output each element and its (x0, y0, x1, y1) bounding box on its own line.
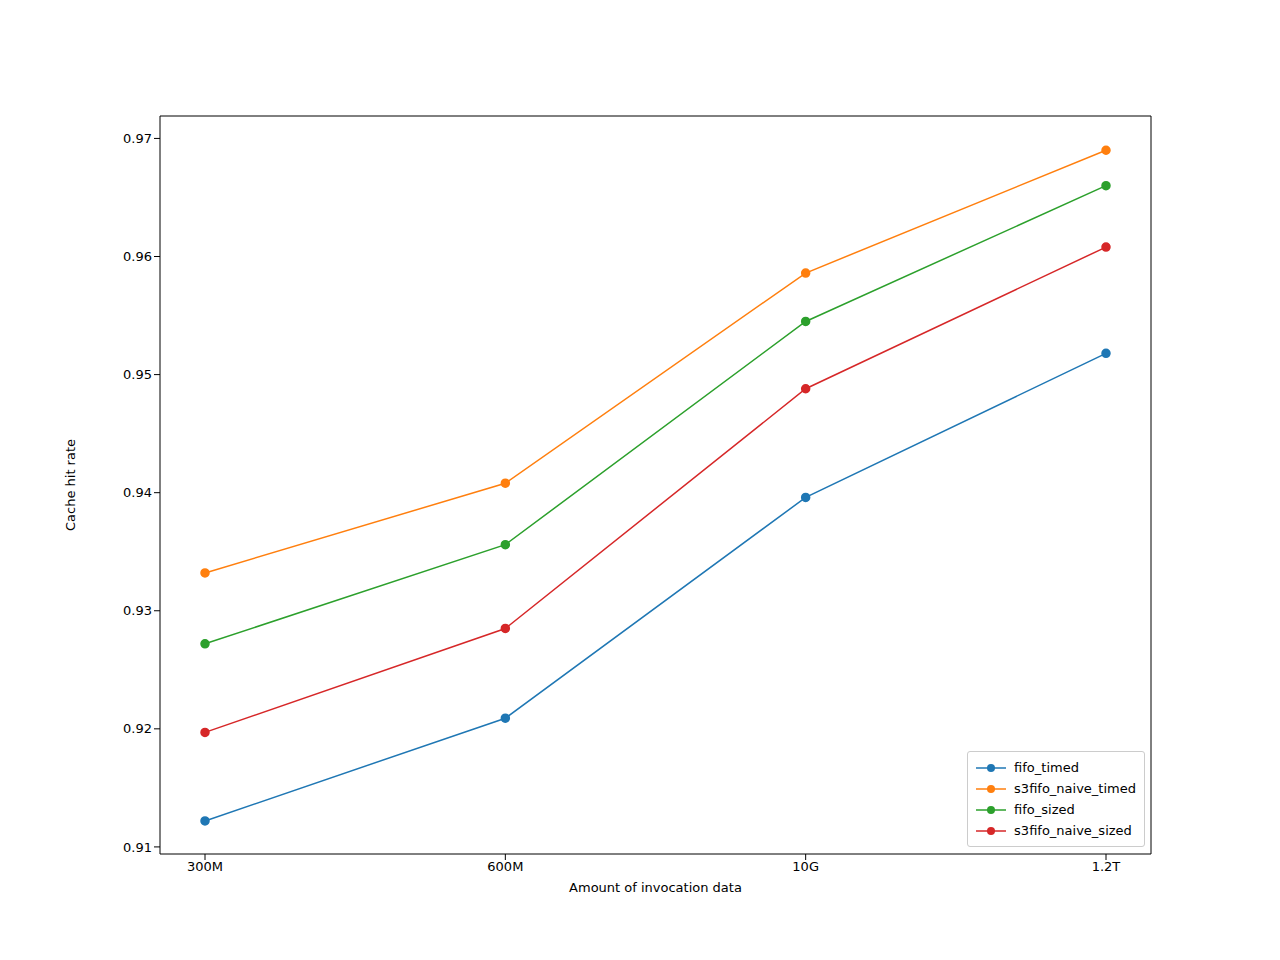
svg-text:0.91: 0.91 (123, 840, 152, 855)
html-text:s3fifo_naive_sized: s3fifo_naive_sized (1014, 823, 1132, 838)
svg-text:0.95: 0.95 (123, 367, 152, 382)
svg-text:0.92: 0.92 (123, 721, 152, 736)
html-text:fifo_sized: fifo_sized (1014, 802, 1075, 817)
svg-text:0.97: 0.97 (123, 131, 152, 146)
html-text:s3fifo_naive_timed: s3fifo_naive_timed (1014, 781, 1136, 796)
svg-text:0.94: 0.94 (123, 485, 152, 500)
svg-text:Amount of invocation data: Amount of invocation data (569, 880, 742, 895)
svg-text:0.93: 0.93 (123, 603, 152, 618)
html-text:fifo_timed: fifo_timed (1014, 760, 1079, 775)
svg-text:Cache hit rate: Cache hit rate (63, 439, 78, 531)
svg-text:300M: 300M (187, 859, 223, 874)
svg-text:0.96: 0.96 (123, 249, 152, 264)
svg-text:600M: 600M (487, 859, 523, 874)
svg-text:1.2T: 1.2T (1092, 859, 1121, 874)
svg-text:10G: 10G (792, 859, 819, 874)
